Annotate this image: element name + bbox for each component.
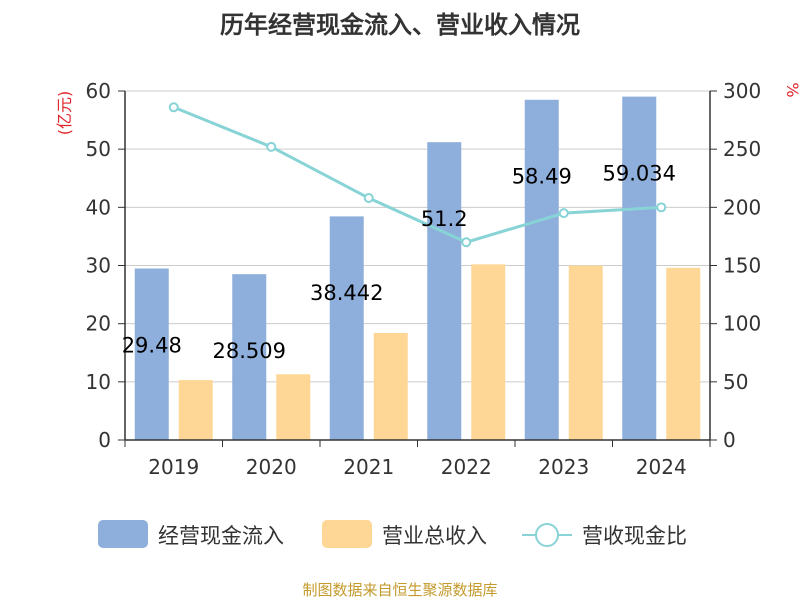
legend-item-total-revenue[interactable]: 营业总收入 (322, 520, 487, 548)
axes-layer: 0 10 20 30 40 50 60 0 50 100 150 200 250 300 2019 2020 2… (86, 79, 762, 479)
left-axis-tick-label: 10 (86, 370, 111, 394)
legend-label: 营业总收入 (382, 524, 487, 548)
right-axis-tick-label: 250 (723, 137, 761, 161)
bar-data-label: 59.034 (603, 161, 676, 185)
line-point-2020[interactable] (266, 141, 277, 152)
bar-operating-cash-inflow-2023[interactable] (524, 99, 559, 440)
bar-total-revenue-2021[interactable] (373, 332, 408, 440)
line-layer (168, 102, 667, 248)
grid-lines (125, 90, 710, 383)
bar-data-label: 38.442 (310, 281, 383, 305)
right-axis-tick-label: 150 (723, 254, 761, 278)
x-axis-tick-label: 2023 (538, 455, 589, 479)
bar-data-label: 58.49 (512, 165, 572, 189)
bar-total-revenue-2020[interactable] (276, 374, 311, 440)
left-axis-tick-label: 20 (86, 312, 111, 336)
line-point-2022[interactable] (461, 237, 472, 248)
legend-label: 经营现金流入 (158, 524, 284, 548)
legend-swatch (322, 520, 372, 548)
x-axis-tick-label: 2024 (636, 455, 687, 479)
bar-operating-cash-inflow-2021[interactable] (329, 216, 364, 440)
right-axis-tick-label: 100 (723, 312, 761, 336)
bar-operating-cash-inflow-2019[interactable] (134, 268, 169, 440)
legend-swatch (98, 520, 148, 548)
x-axis-tick-label: 2019 (148, 455, 199, 479)
right-axis-tick-label: 300 (723, 79, 761, 103)
legend-label: 营收现金比 (582, 524, 687, 548)
bar-operating-cash-inflow-2022[interactable] (427, 142, 462, 441)
left-axis-tick-label: 60 (86, 79, 111, 103)
left-axis-tick-label: 30 (86, 254, 111, 278)
bar-total-revenue-2023[interactable] (568, 265, 603, 441)
legend-item-revenue-cash-ratio[interactable]: 营收现金比 (522, 523, 687, 548)
bar-operating-cash-inflow-2020[interactable] (232, 274, 267, 440)
data-source-note: 制图数据来自恒生聚源数据库 (302, 581, 497, 599)
bar-data-label: 29.48 (122, 333, 182, 357)
labels-layer: 29.48 28.509 38.442 51.2 58.49 59.034 (122, 161, 676, 363)
line-point-2023[interactable] (558, 208, 569, 219)
line-point-2024[interactable] (656, 202, 667, 213)
line-point-2019[interactable] (168, 102, 179, 113)
legend-item-operating-cash-inflow[interactable]: 经营现金流入 (98, 520, 284, 548)
bar-total-revenue-2022[interactable] (471, 264, 506, 440)
x-axis-tick-label: 2021 (343, 455, 394, 479)
left-axis-tick-label: 0 (98, 428, 111, 452)
bars-layer (134, 96, 701, 441)
bar-data-label: 28.509 (213, 339, 286, 363)
right-axis-tick-label: 200 (723, 195, 761, 219)
left-axis-unit: (亿元) (55, 91, 74, 136)
chart-title: 历年经营现金流入、营业收入情况 (220, 11, 580, 39)
right-axis-tick-label: 0 (723, 428, 736, 452)
bar-total-revenue-2019[interactable] (178, 380, 213, 440)
legend-marker (535, 523, 559, 547)
x-axis-tick-label: 2022 (441, 455, 492, 479)
legend[interactable]: 经营现金流入 营业总收入 营收现金比 (98, 520, 687, 548)
right-axis-tick-label: 50 (723, 370, 748, 394)
bar-operating-cash-inflow-2024[interactable] (622, 96, 657, 440)
bar-total-revenue-2024[interactable] (666, 267, 701, 440)
left-axis-tick-label: 40 (86, 195, 111, 219)
x-axis-tick-label: 2020 (246, 455, 297, 479)
left-axis-tick-label: 50 (86, 137, 111, 161)
line-point-2021[interactable] (363, 193, 374, 204)
line-revenue-cash-ratio (173, 105, 662, 244)
bar-data-label: 51.2 (421, 207, 468, 231)
right-axis-unit: % (783, 82, 800, 97)
